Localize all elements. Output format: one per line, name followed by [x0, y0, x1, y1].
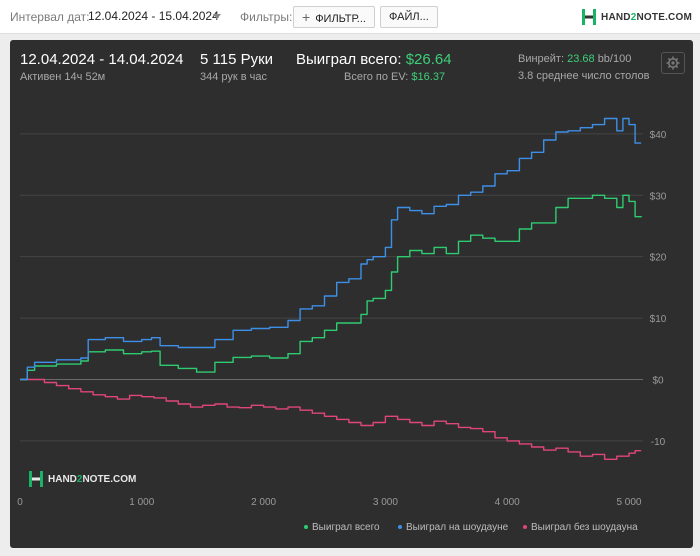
x-tick-label: 3 000	[373, 497, 398, 508]
y-tick-label: $30	[650, 191, 667, 202]
ev-total-value: $16.37	[411, 71, 446, 83]
winrate-label: Винрейт:	[518, 53, 565, 65]
y-tick-label: $20	[650, 253, 667, 264]
watermark-text: HAND2NOTE.COM	[48, 473, 137, 485]
won-total-value: $26.64	[405, 51, 452, 68]
y-tick-label: $40	[650, 130, 667, 141]
logo-mark-icon	[582, 9, 597, 25]
logo-text: HAND2NOTE.COM	[601, 11, 692, 23]
ev-total-label: Всего по EV:	[344, 71, 409, 83]
watermark: HAND2NOTE.COM	[28, 470, 136, 488]
logo: HAND2NOTE.COM	[581, 8, 692, 26]
x-tick-label: 2 000	[251, 497, 276, 508]
toolbar: Интервал дат: 12.04.2024 - 15.04.2024 Фи…	[0, 0, 700, 34]
gear-icon	[666, 56, 680, 70]
legend-dot	[523, 525, 527, 530]
winrate: Винрейт: 23.68 bb/100	[518, 53, 631, 65]
settings-button[interactable]	[661, 52, 685, 74]
plus-icon: +	[302, 9, 311, 25]
filter-button[interactable]: + ФИЛЬТР...	[293, 6, 375, 28]
x-tick-label: 5 000	[616, 497, 641, 508]
file-button[interactable]: ФАЙЛ...	[380, 6, 438, 28]
avg-tables: 3.8 среднее число столов	[518, 70, 650, 82]
filters-label: Фильтры:	[240, 10, 293, 24]
ev-total: Всего по EV: $16.37	[344, 71, 445, 83]
hands-count: 5 115 Руки	[200, 51, 274, 68]
series-line-2	[20, 378, 642, 460]
legend-item-won-total[interactable]: Выиграл всего	[304, 522, 380, 533]
active-time: Активен 14ч 52м	[20, 71, 106, 83]
legend-item-showdown[interactable]: Выиграл на шоудауне	[398, 522, 508, 533]
y-tick-label: -10	[651, 437, 666, 448]
profit-chart: -10 $0 $10 $20 $30 $40 0 1 000 2 000 3 000 4 000 5 …	[17, 117, 667, 508]
date-range-select[interactable]: 12.04.2024 - 15.04.2024	[88, 9, 219, 23]
won-total: Выиграл всего: $26.64	[296, 51, 452, 68]
graph-panel: 12.04.2024 - 14.04.2024 Активен 14ч 52м …	[10, 40, 693, 548]
y-tick-label: $0	[652, 375, 664, 386]
logo-mark-icon	[29, 471, 43, 487]
won-total-label: Выиграл всего:	[296, 51, 402, 68]
legend-dot	[398, 525, 402, 530]
series-line-1	[20, 117, 642, 381]
winrate-value: 23.68	[567, 53, 595, 65]
y-tick-label: $10	[650, 314, 667, 325]
winrate-unit: bb/100	[597, 53, 632, 65]
filter-button-label: ФИЛЬТР...	[315, 13, 366, 25]
legend-item-non-showdown[interactable]: Выиграл без шоудауна	[523, 522, 638, 533]
series-line-0	[20, 194, 642, 381]
x-tick-label: 1 000	[129, 497, 154, 508]
period-title: 12.04.2024 - 14.04.2024	[20, 51, 184, 68]
x-tick-label: 0	[17, 497, 23, 508]
legend-dot	[304, 525, 308, 530]
chevron-down-icon[interactable]	[213, 14, 221, 19]
hands-per-hour: 344 рук в час	[200, 71, 268, 83]
file-button-label: ФАЙЛ...	[389, 11, 429, 23]
date-range-label: Интервал дат:	[10, 10, 90, 24]
x-tick-label: 4 000	[495, 497, 520, 508]
